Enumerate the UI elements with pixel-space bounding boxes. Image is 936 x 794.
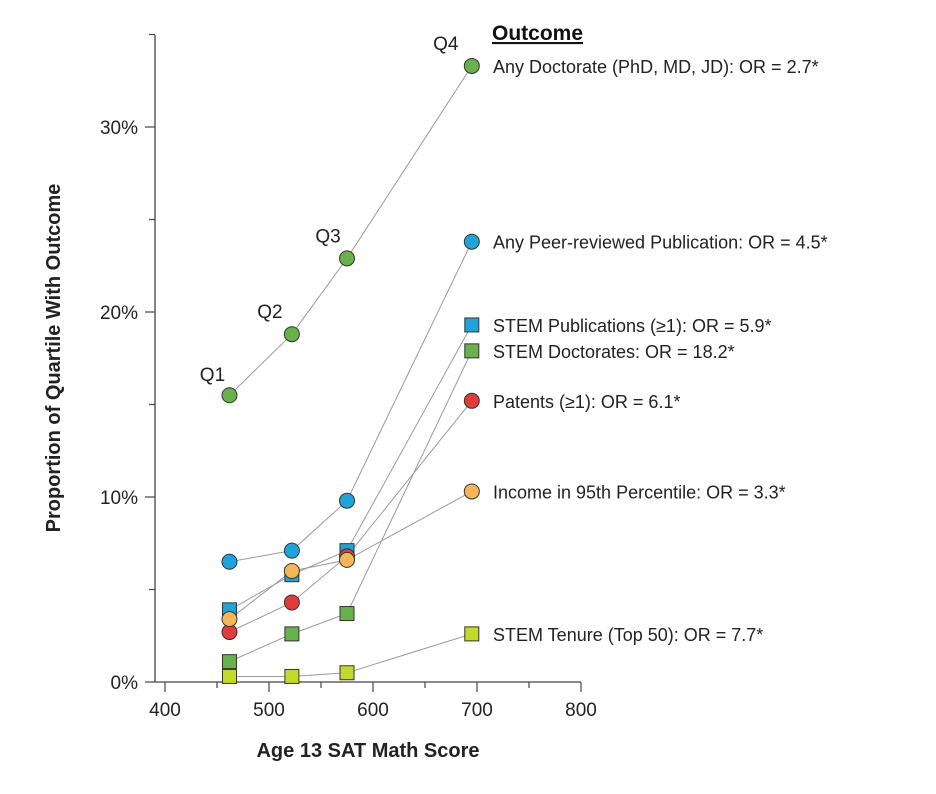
data-point-square [221,668,237,684]
data-point-square [339,606,355,622]
x-tick-label: 400 [149,700,181,721]
quartile-label: Q3 [315,226,340,247]
quartile-label: Q2 [257,302,282,323]
data-point-circle [339,551,355,568]
x-tick-label: 500 [253,700,285,721]
data-point-square [284,626,300,642]
legend-label: Patents (≥1): OR = 6.1* [493,392,680,412]
data-point-circle [463,57,480,74]
data-point-circle [221,387,238,404]
data-point-circle [221,553,238,570]
data-point-circle [283,542,300,559]
quartile-label: Q4 [433,34,459,55]
data-point-circle [283,326,300,343]
series-line [229,490,473,620]
y-tick-label: 10% [100,488,138,509]
series-line [229,633,472,677]
x-tick-label: 800 [565,700,597,721]
series-line [229,400,473,633]
legend-label: Any Peer-reviewed Publication: OR = 4.5* [493,233,828,253]
data-point-square [221,654,237,670]
y-tick-label: 30% [100,118,138,139]
legend-title: Outcome [492,22,583,45]
data-point-square [339,665,355,681]
legend-label: STEM Publications (≥1): OR = 5.9* [493,316,771,336]
series-line [229,65,473,396]
data-point-circle [283,594,300,611]
series-line [229,324,473,611]
data-point-circle [463,392,480,409]
data-point-square [464,317,480,333]
legend-label: Any Doctorate (PhD, MD, JD): OR = 2.7* [493,57,819,77]
data-point-circle [339,492,355,509]
x-tick-label: 600 [357,700,389,721]
y-tick-label: 20% [100,303,138,324]
legend-label: STEM Doctorates: OR = 18.2* [493,342,735,362]
data-point-circle [463,483,480,500]
data-point-circle [283,563,300,579]
data-point-circle [463,233,480,250]
data-point-square [284,668,300,684]
y-tick-label: 0% [111,673,139,694]
data-point-circle [221,611,238,628]
legend-label: Income in 95th Percentile: OR = 3.3* [493,482,786,502]
series-line [229,350,473,663]
quartile-label: Q1 [200,365,225,386]
x-tick-label: 700 [461,700,493,721]
x-axis-title: Age 13 SAT Math Score [256,740,479,762]
data-point-square [464,626,480,642]
data-point-square [464,343,480,359]
data-point-circle [339,250,355,267]
series-line [229,241,473,563]
legend-label: STEM Tenure (Top 50): OR = 7.7* [493,625,763,645]
y-axis-title: Proportion of Quartile With Outcome [43,184,65,533]
